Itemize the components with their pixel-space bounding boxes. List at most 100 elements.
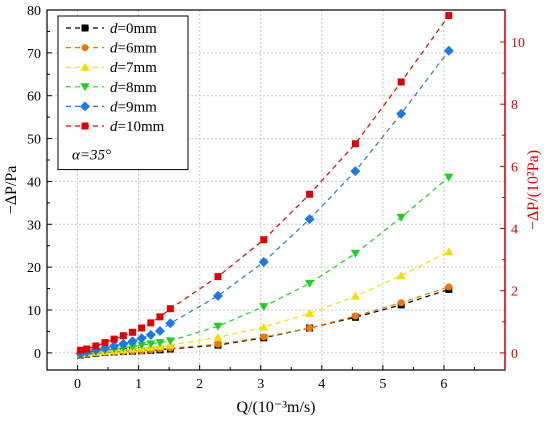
- data-point: [444, 173, 454, 182]
- y-axis-right-label: −ΔP/(10²Pa): [525, 150, 542, 230]
- legend-label: d=8mm: [110, 80, 157, 96]
- data-point: [397, 78, 405, 86]
- right-tick-label: 8: [511, 98, 518, 113]
- legend-swatch-marker: [81, 24, 89, 32]
- data-point: [445, 12, 453, 20]
- legend-swatch-marker: [81, 44, 89, 52]
- x-tick-label: 5: [379, 377, 386, 392]
- x-tick-label: 3: [257, 377, 264, 392]
- data-point: [397, 299, 405, 307]
- data-point: [396, 213, 406, 222]
- legend-label-value: =8mm: [118, 80, 158, 96]
- x-tick-label: 4: [318, 377, 325, 392]
- y-tick-label: 40: [27, 175, 41, 190]
- data-point: [350, 166, 361, 177]
- data-point: [146, 340, 156, 349]
- data-point: [350, 291, 360, 300]
- legend-label-variable: d: [110, 119, 118, 135]
- legend-swatch-marker: [81, 122, 89, 130]
- legend-label-variable: d: [110, 21, 118, 37]
- data-point: [128, 328, 136, 336]
- data-point: [147, 319, 155, 327]
- legend-label: d=9mm: [110, 99, 157, 115]
- data-point: [258, 257, 269, 267]
- x-tick-label: 6: [440, 377, 447, 392]
- legend-label-variable: d: [110, 41, 118, 57]
- data-point: [396, 108, 407, 119]
- data-point: [154, 326, 165, 336]
- data-point: [306, 190, 314, 198]
- y-tick-label: 70: [27, 47, 41, 62]
- grid-lines: [47, 10, 505, 370]
- series-layer: [75, 12, 454, 359]
- legend-swatch-marker: [80, 83, 90, 92]
- legend-item: d=9mm: [66, 99, 157, 115]
- data-point: [351, 312, 359, 320]
- x-tick-label: 1: [135, 377, 142, 392]
- legend-swatch-marker: [80, 101, 90, 112]
- legend-label-variable: d: [110, 60, 118, 76]
- legend-label-variable: d: [110, 80, 118, 96]
- right-tick-label: 10: [511, 36, 525, 51]
- data-point: [305, 279, 315, 288]
- x-tick-label: 2: [196, 377, 203, 392]
- data-point: [351, 140, 359, 148]
- legend-label-value: =9mm: [118, 99, 158, 115]
- data-point: [213, 322, 223, 331]
- data-point: [305, 308, 315, 317]
- data-point: [77, 346, 85, 354]
- data-point: [127, 342, 137, 351]
- legend-label-value: =6mm: [118, 41, 158, 57]
- series-line: [80, 176, 450, 355]
- data-point: [101, 339, 109, 347]
- legend-label: d=10mm: [110, 119, 165, 135]
- legend-item: d=0mm: [66, 21, 157, 37]
- legend-label-value: =7mm: [118, 60, 158, 76]
- series-10mm: [77, 12, 453, 354]
- data-point: [92, 342, 100, 350]
- data-point: [445, 283, 453, 291]
- legend-label: d=6mm: [110, 41, 157, 57]
- data-point: [443, 45, 454, 56]
- right-tick-label: 2: [511, 285, 518, 300]
- data-point: [306, 324, 314, 332]
- right-tick-label: 6: [511, 160, 518, 175]
- y-axis-label: −ΔP/Pa: [3, 166, 20, 215]
- data-point: [213, 332, 223, 341]
- data-point: [118, 338, 129, 349]
- legend-item: d=7mm: [66, 60, 157, 76]
- angle-annotation: α=35°: [72, 148, 111, 164]
- legend-swatch-marker: [80, 62, 90, 71]
- y-tick-label: 30: [27, 218, 41, 233]
- x-axis-label: Q/(10⁻³m/s): [236, 399, 315, 416]
- data-point: [119, 332, 127, 340]
- right-tick-label: 0: [511, 347, 518, 362]
- data-point: [165, 337, 175, 346]
- legend-label: d=7mm: [110, 60, 157, 76]
- series-line: [80, 288, 450, 356]
- data-point: [444, 247, 454, 256]
- data-point: [165, 318, 176, 329]
- data-point: [259, 303, 269, 312]
- x-tick-label: 0: [74, 377, 81, 392]
- y-tick-label: 0: [34, 347, 41, 362]
- legend-label: d=0mm: [110, 21, 157, 37]
- legend-item: d=8mm: [66, 80, 157, 96]
- data-point: [138, 324, 146, 332]
- data-point: [350, 249, 360, 258]
- data-point: [214, 340, 222, 348]
- data-point: [214, 273, 222, 281]
- data-point: [145, 329, 156, 340]
- y-tick-label: 60: [27, 90, 41, 105]
- y-tick-label: 20: [27, 261, 41, 276]
- legend-label-variable: d: [110, 99, 118, 115]
- legend-item: d=6mm: [66, 41, 157, 57]
- legend-label-value: =10mm: [118, 119, 165, 135]
- data-point: [83, 345, 91, 353]
- data-point: [155, 339, 165, 348]
- data-point: [127, 336, 138, 347]
